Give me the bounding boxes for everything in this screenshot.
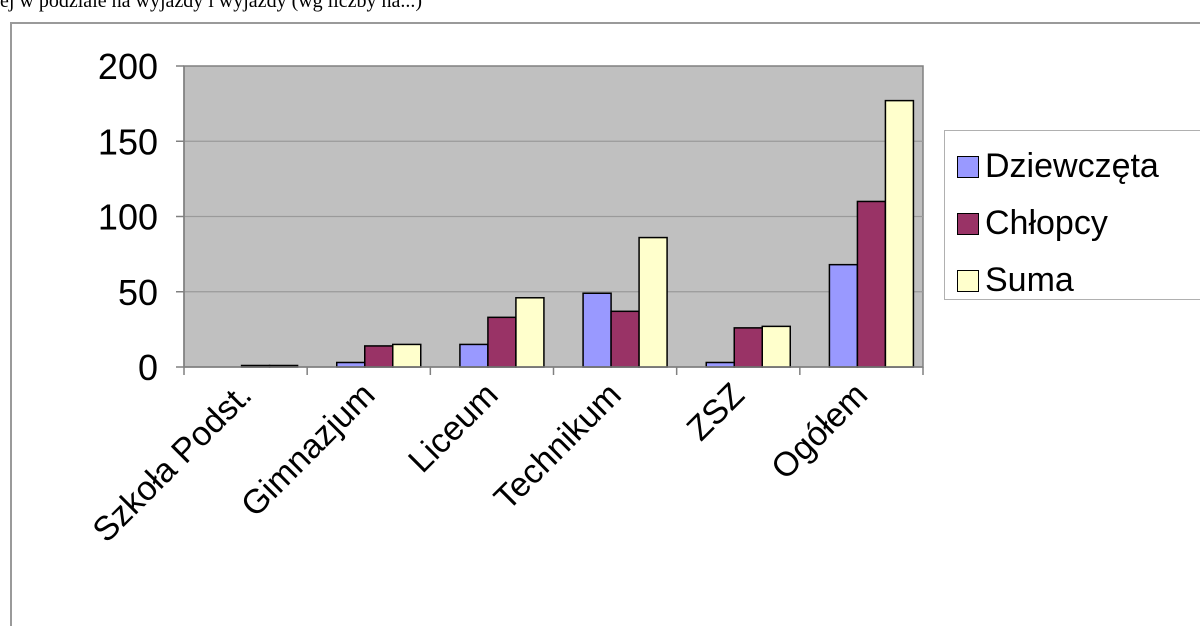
bar [761, 325, 791, 368]
legend-swatch-suma [957, 269, 979, 292]
bar [392, 343, 422, 368]
bar [884, 99, 915, 368]
bar [638, 236, 668, 368]
bar [828, 263, 859, 368]
x-tick-label: Ogółem [764, 376, 875, 487]
bar [610, 310, 640, 368]
y-tick-label: 150 [98, 121, 158, 162]
x-tick-label: Technikum [487, 376, 629, 518]
legend-label-dziewczeta: Dziewczęta [985, 147, 1159, 185]
legend-label-chlopcy: Chłopcy [985, 204, 1108, 242]
x-tick-label: ZSZ [680, 376, 752, 448]
x-tick-label: Liceum [401, 376, 505, 480]
bar [582, 292, 612, 368]
y-tick-label: 0 [138, 347, 158, 388]
bar [487, 316, 517, 368]
bar [515, 297, 545, 368]
legend-swatch-dziewczeta [957, 155, 979, 178]
y-tick-label: 50 [118, 272, 158, 313]
legend-item-dziewczeta: Dziewczęta [957, 147, 1159, 186]
bar [856, 200, 887, 368]
legend-item-suma: Suma [957, 261, 1074, 300]
bar [459, 343, 489, 368]
chart-area [10, 22, 1200, 626]
legend-label-suma: Suma [985, 261, 1074, 299]
legend-item-chlopcy: Chłopcy [957, 204, 1108, 243]
bar [364, 345, 394, 368]
x-tick-label: Gimnazjum [234, 376, 382, 524]
y-tick-label: 200 [98, 46, 158, 87]
legend-swatch-chlopcy [957, 212, 979, 235]
chart-legend: Dziewczęta Chłopcy Suma [944, 130, 1200, 300]
bar [733, 327, 763, 368]
top-text-fragment: ej w podziale na wyjazdy i wyjazdy (wg l… [0, 0, 423, 12]
y-tick-label: 100 [98, 197, 158, 238]
x-tick-label: Szkoła Podst. [85, 376, 259, 550]
